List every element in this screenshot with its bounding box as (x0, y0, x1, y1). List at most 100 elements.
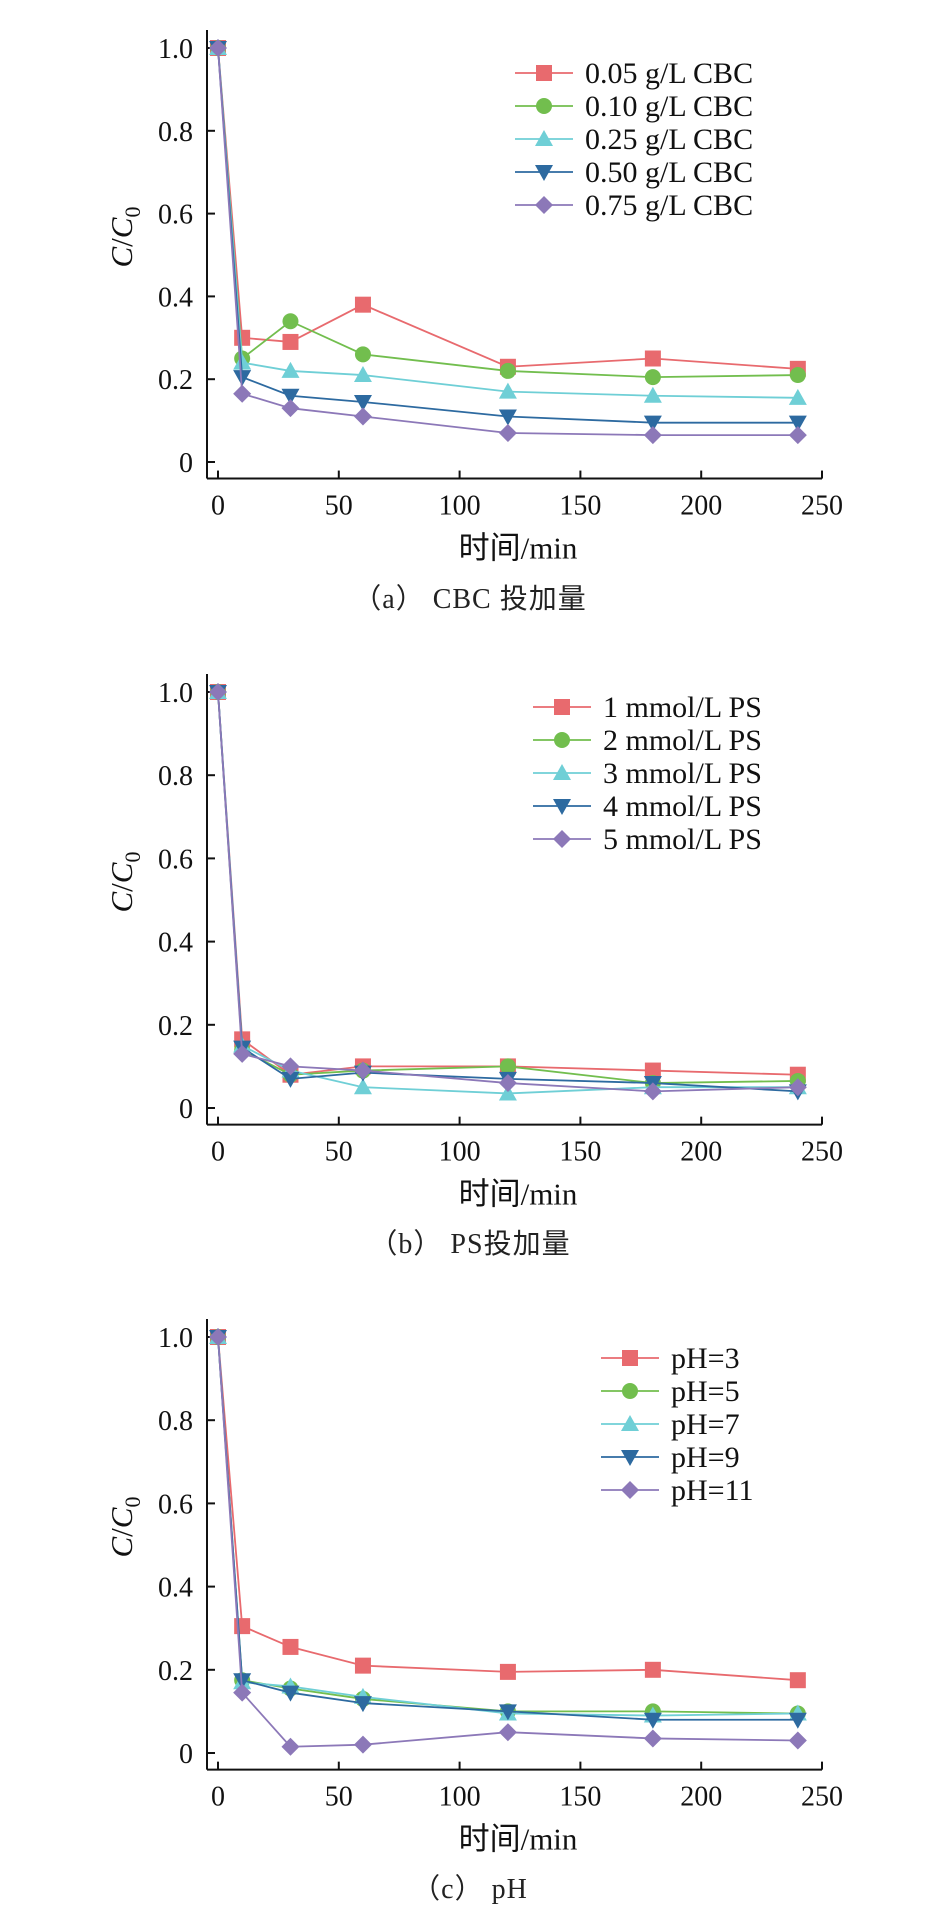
x-tick-label: 0 (211, 1137, 225, 1168)
legend-label: pH=9 (671, 1441, 740, 1474)
data-point (499, 362, 516, 379)
y-tick-label: 0.4 (158, 1573, 193, 1604)
data-point (498, 1074, 517, 1093)
data-point (281, 1071, 300, 1088)
data-point (234, 329, 251, 346)
y-tick-label: 0.8 (158, 1406, 193, 1437)
data-point (233, 1044, 252, 1063)
legend: 1 mmol/L PS2 mmol/L PS3 mmol/L PS4 mmol/… (533, 691, 762, 856)
x-tick-label: 250 (801, 491, 843, 522)
data-point (281, 1685, 300, 1702)
legend-marker (622, 1350, 638, 1366)
x-axis-title: 时间/min (459, 1177, 578, 1212)
legend-label: 0.75 g/L CBC (585, 189, 753, 222)
data-point (353, 1078, 372, 1095)
x-tick-label: 50 (325, 1137, 353, 1168)
data-point (643, 1712, 662, 1729)
data-point (643, 426, 662, 445)
data-point (353, 407, 372, 426)
data-point (644, 1661, 661, 1678)
series-4 (209, 1328, 807, 1756)
data-point (353, 1061, 372, 1080)
data-point (499, 1058, 516, 1075)
legend-marker (622, 1383, 638, 1399)
data-point (788, 1712, 807, 1729)
y-tick-label: 0.4 (158, 928, 193, 959)
y-tick-label: 0.4 (158, 282, 193, 313)
y-axis-title-subscript: 0 (120, 207, 145, 218)
figure-caption: （b） PS投加量 (369, 1228, 570, 1260)
data-point (644, 350, 661, 367)
series-4 (209, 683, 807, 1101)
y-axis-title-c0: C (104, 862, 139, 883)
legend-label: 2 mmol/L PS (603, 724, 762, 757)
legend: pH=3pH=5pH=7pH=9pH=11 (601, 1342, 753, 1507)
y-axis-title: C/C0 (104, 852, 145, 913)
data-point (789, 367, 806, 384)
data-point (643, 1082, 662, 1101)
data-point (233, 1683, 252, 1702)
legend-label: pH=11 (671, 1474, 753, 1507)
y-tick-label: 0.6 (158, 200, 193, 231)
data-point (643, 1729, 662, 1748)
data-point (354, 296, 371, 313)
x-tick-label: 200 (680, 1137, 722, 1168)
data-point (788, 1731, 807, 1750)
data-point (789, 1672, 806, 1689)
legend-marker (554, 699, 570, 715)
data-point (209, 39, 227, 57)
y-axis-title-c0: C (104, 217, 139, 238)
data-point (209, 683, 227, 701)
x-tick-label: 150 (559, 1137, 601, 1168)
data-point (643, 415, 662, 432)
y-axis-title-subscript: 0 (120, 852, 145, 863)
legend-marker (536, 65, 552, 81)
data-point (644, 369, 661, 386)
legend-marker (553, 799, 571, 815)
data-point (498, 424, 517, 443)
figure-caption: （a） CBC 投加量 (353, 583, 586, 615)
legend-marker (553, 764, 571, 780)
y-axis-title-c: C (104, 247, 139, 268)
data-point (209, 1328, 227, 1346)
x-tick-label: 200 (680, 491, 722, 522)
y-tick-label: 0.8 (158, 761, 193, 792)
legend-label: 5 mmol/L PS (603, 823, 762, 856)
x-tick-label: 50 (325, 1782, 353, 1813)
x-tick-label: 0 (211, 491, 225, 522)
y-axis-title-subscript: 0 (120, 1497, 145, 1508)
legend-marker (535, 130, 553, 146)
data-point (282, 333, 299, 350)
y-axis-title-slash: / (104, 238, 139, 247)
legend-label: pH=5 (671, 1375, 740, 1408)
data-point (498, 409, 517, 426)
x-tick-label: 200 (680, 1782, 722, 1813)
legend-marker (621, 1450, 639, 1466)
y-tick-label: 0.6 (158, 1489, 193, 1520)
legend-marker (621, 1481, 639, 1499)
y-tick-label: 0 (179, 1094, 193, 1125)
data-point (354, 346, 371, 363)
y-axis-title-c: C (104, 892, 139, 913)
y-tick-label: 1.0 (158, 1323, 193, 1354)
legend-label: 4 mmol/L PS (603, 790, 762, 823)
y-axis-title: C/C0 (104, 1497, 145, 1558)
data-point (643, 386, 662, 403)
x-tick-label: 50 (325, 491, 353, 522)
chart-panel-0: 0 0.2 0.4 0.6 0.8 1.0 0 50 100 150 200 250 时间/min C/C… (104, 30, 843, 615)
legend-marker (535, 165, 553, 181)
y-tick-label: 0 (179, 448, 193, 479)
data-point (644, 1062, 661, 1079)
x-tick-label: 100 (439, 491, 481, 522)
legend-label: 0.10 g/L CBC (585, 90, 753, 123)
legend-label: 0.05 g/L CBC (585, 57, 753, 90)
legend-label: 0.50 g/L CBC (585, 156, 753, 189)
y-axis-title-c: C (104, 1537, 139, 1558)
x-tick-label: 0 (211, 1782, 225, 1813)
y-tick-label: 0.6 (158, 844, 193, 875)
chart-panel-1: 0 0.2 0.4 0.6 0.8 1.0 0 50 100 150 200 250 时间/min C/C… (104, 674, 843, 1260)
data-point (498, 1704, 517, 1721)
legend-label: 1 mmol/L PS (603, 691, 762, 724)
legend-label: 3 mmol/L PS (603, 757, 762, 790)
y-axis-title: C/C0 (104, 207, 145, 268)
